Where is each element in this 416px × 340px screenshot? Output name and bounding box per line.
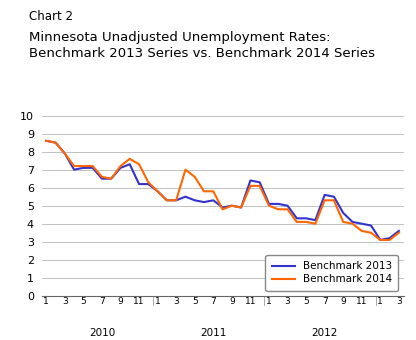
Line: Benchmark 2013: Benchmark 2013: [46, 141, 399, 240]
Benchmark 2013: [322, 193, 327, 197]
Benchmark 2013: [220, 205, 225, 209]
Benchmark 2014: [239, 205, 244, 209]
Benchmark 2013: [211, 198, 216, 202]
Benchmark 2013: [201, 200, 206, 204]
Benchmark 2013: [304, 216, 309, 220]
Benchmark 2013: [109, 177, 114, 181]
Benchmark 2014: [294, 220, 299, 224]
Benchmark 2013: [118, 166, 123, 170]
Benchmark 2013: [350, 220, 355, 224]
Benchmark 2014: [322, 198, 327, 202]
Benchmark 2014: [53, 141, 58, 145]
Text: 2012: 2012: [312, 328, 338, 338]
Benchmark 2013: [285, 204, 290, 208]
Benchmark 2013: [146, 182, 151, 186]
Benchmark 2014: [304, 220, 309, 224]
Benchmark 2014: [155, 189, 160, 193]
Benchmark 2013: [248, 178, 253, 183]
Benchmark 2013: [257, 180, 262, 184]
Benchmark 2014: [136, 162, 141, 166]
Benchmark 2013: [155, 189, 160, 193]
Benchmark 2013: [313, 218, 318, 222]
Legend: Benchmark 2013, Benchmark 2014: Benchmark 2013, Benchmark 2014: [265, 255, 398, 291]
Benchmark 2013: [72, 168, 77, 172]
Benchmark 2014: [118, 164, 123, 168]
Benchmark 2014: [146, 180, 151, 184]
Benchmark 2013: [276, 202, 281, 206]
Benchmark 2014: [72, 164, 77, 168]
Benchmark 2013: [127, 162, 132, 166]
Benchmark 2014: [341, 220, 346, 224]
Benchmark 2013: [378, 238, 383, 242]
Benchmark 2013: [396, 229, 401, 233]
Benchmark 2014: [257, 184, 262, 188]
Benchmark 2014: [173, 198, 178, 202]
Text: Chart 2: Chart 2: [29, 10, 73, 23]
Benchmark 2013: [192, 198, 197, 202]
Benchmark 2013: [183, 194, 188, 199]
Benchmark 2014: [359, 229, 364, 233]
Benchmark 2014: [229, 204, 234, 208]
Benchmark 2014: [62, 151, 67, 155]
Benchmark 2014: [350, 222, 355, 226]
Benchmark 2013: [81, 166, 86, 170]
Benchmark 2014: [127, 157, 132, 161]
Benchmark 2013: [341, 211, 346, 215]
Benchmark 2013: [229, 204, 234, 208]
Text: 2011: 2011: [200, 328, 226, 338]
Benchmark 2014: [267, 204, 272, 208]
Benchmark 2013: [332, 194, 337, 199]
Benchmark 2014: [90, 164, 95, 168]
Benchmark 2013: [359, 222, 364, 226]
Benchmark 2014: [313, 222, 318, 226]
Benchmark 2014: [396, 231, 401, 235]
Benchmark 2014: [81, 164, 86, 168]
Benchmark 2014: [378, 238, 383, 242]
Benchmark 2013: [369, 223, 374, 227]
Benchmark 2013: [173, 198, 178, 202]
Line: Benchmark 2014: Benchmark 2014: [46, 141, 399, 240]
Benchmark 2014: [387, 238, 392, 242]
Benchmark 2014: [276, 207, 281, 211]
Benchmark 2014: [201, 189, 206, 193]
Benchmark 2014: [192, 175, 197, 179]
Benchmark 2013: [62, 151, 67, 155]
Benchmark 2013: [44, 139, 49, 143]
Benchmark 2013: [136, 182, 141, 186]
Benchmark 2014: [285, 207, 290, 211]
Benchmark 2013: [267, 202, 272, 206]
Benchmark 2013: [53, 141, 58, 145]
Benchmark 2014: [183, 168, 188, 172]
Benchmark 2014: [211, 189, 216, 193]
Benchmark 2014: [44, 139, 49, 143]
Benchmark 2014: [220, 207, 225, 211]
Benchmark 2014: [109, 177, 114, 181]
Benchmark 2013: [239, 205, 244, 209]
Benchmark 2013: [90, 166, 95, 170]
Text: 2010: 2010: [89, 328, 115, 338]
Benchmark 2013: [294, 216, 299, 220]
Benchmark 2014: [99, 175, 104, 179]
Benchmark 2014: [164, 198, 169, 202]
Benchmark 2014: [332, 198, 337, 202]
Benchmark 2014: [248, 184, 253, 188]
Benchmark 2014: [369, 231, 374, 235]
Benchmark 2013: [387, 236, 392, 240]
Text: Minnesota Unadjusted Unemployment Rates:
Benchmark 2013 Series vs. Benchmark 201: Minnesota Unadjusted Unemployment Rates:…: [29, 31, 375, 60]
Benchmark 2013: [164, 198, 169, 202]
Benchmark 2013: [99, 177, 104, 181]
